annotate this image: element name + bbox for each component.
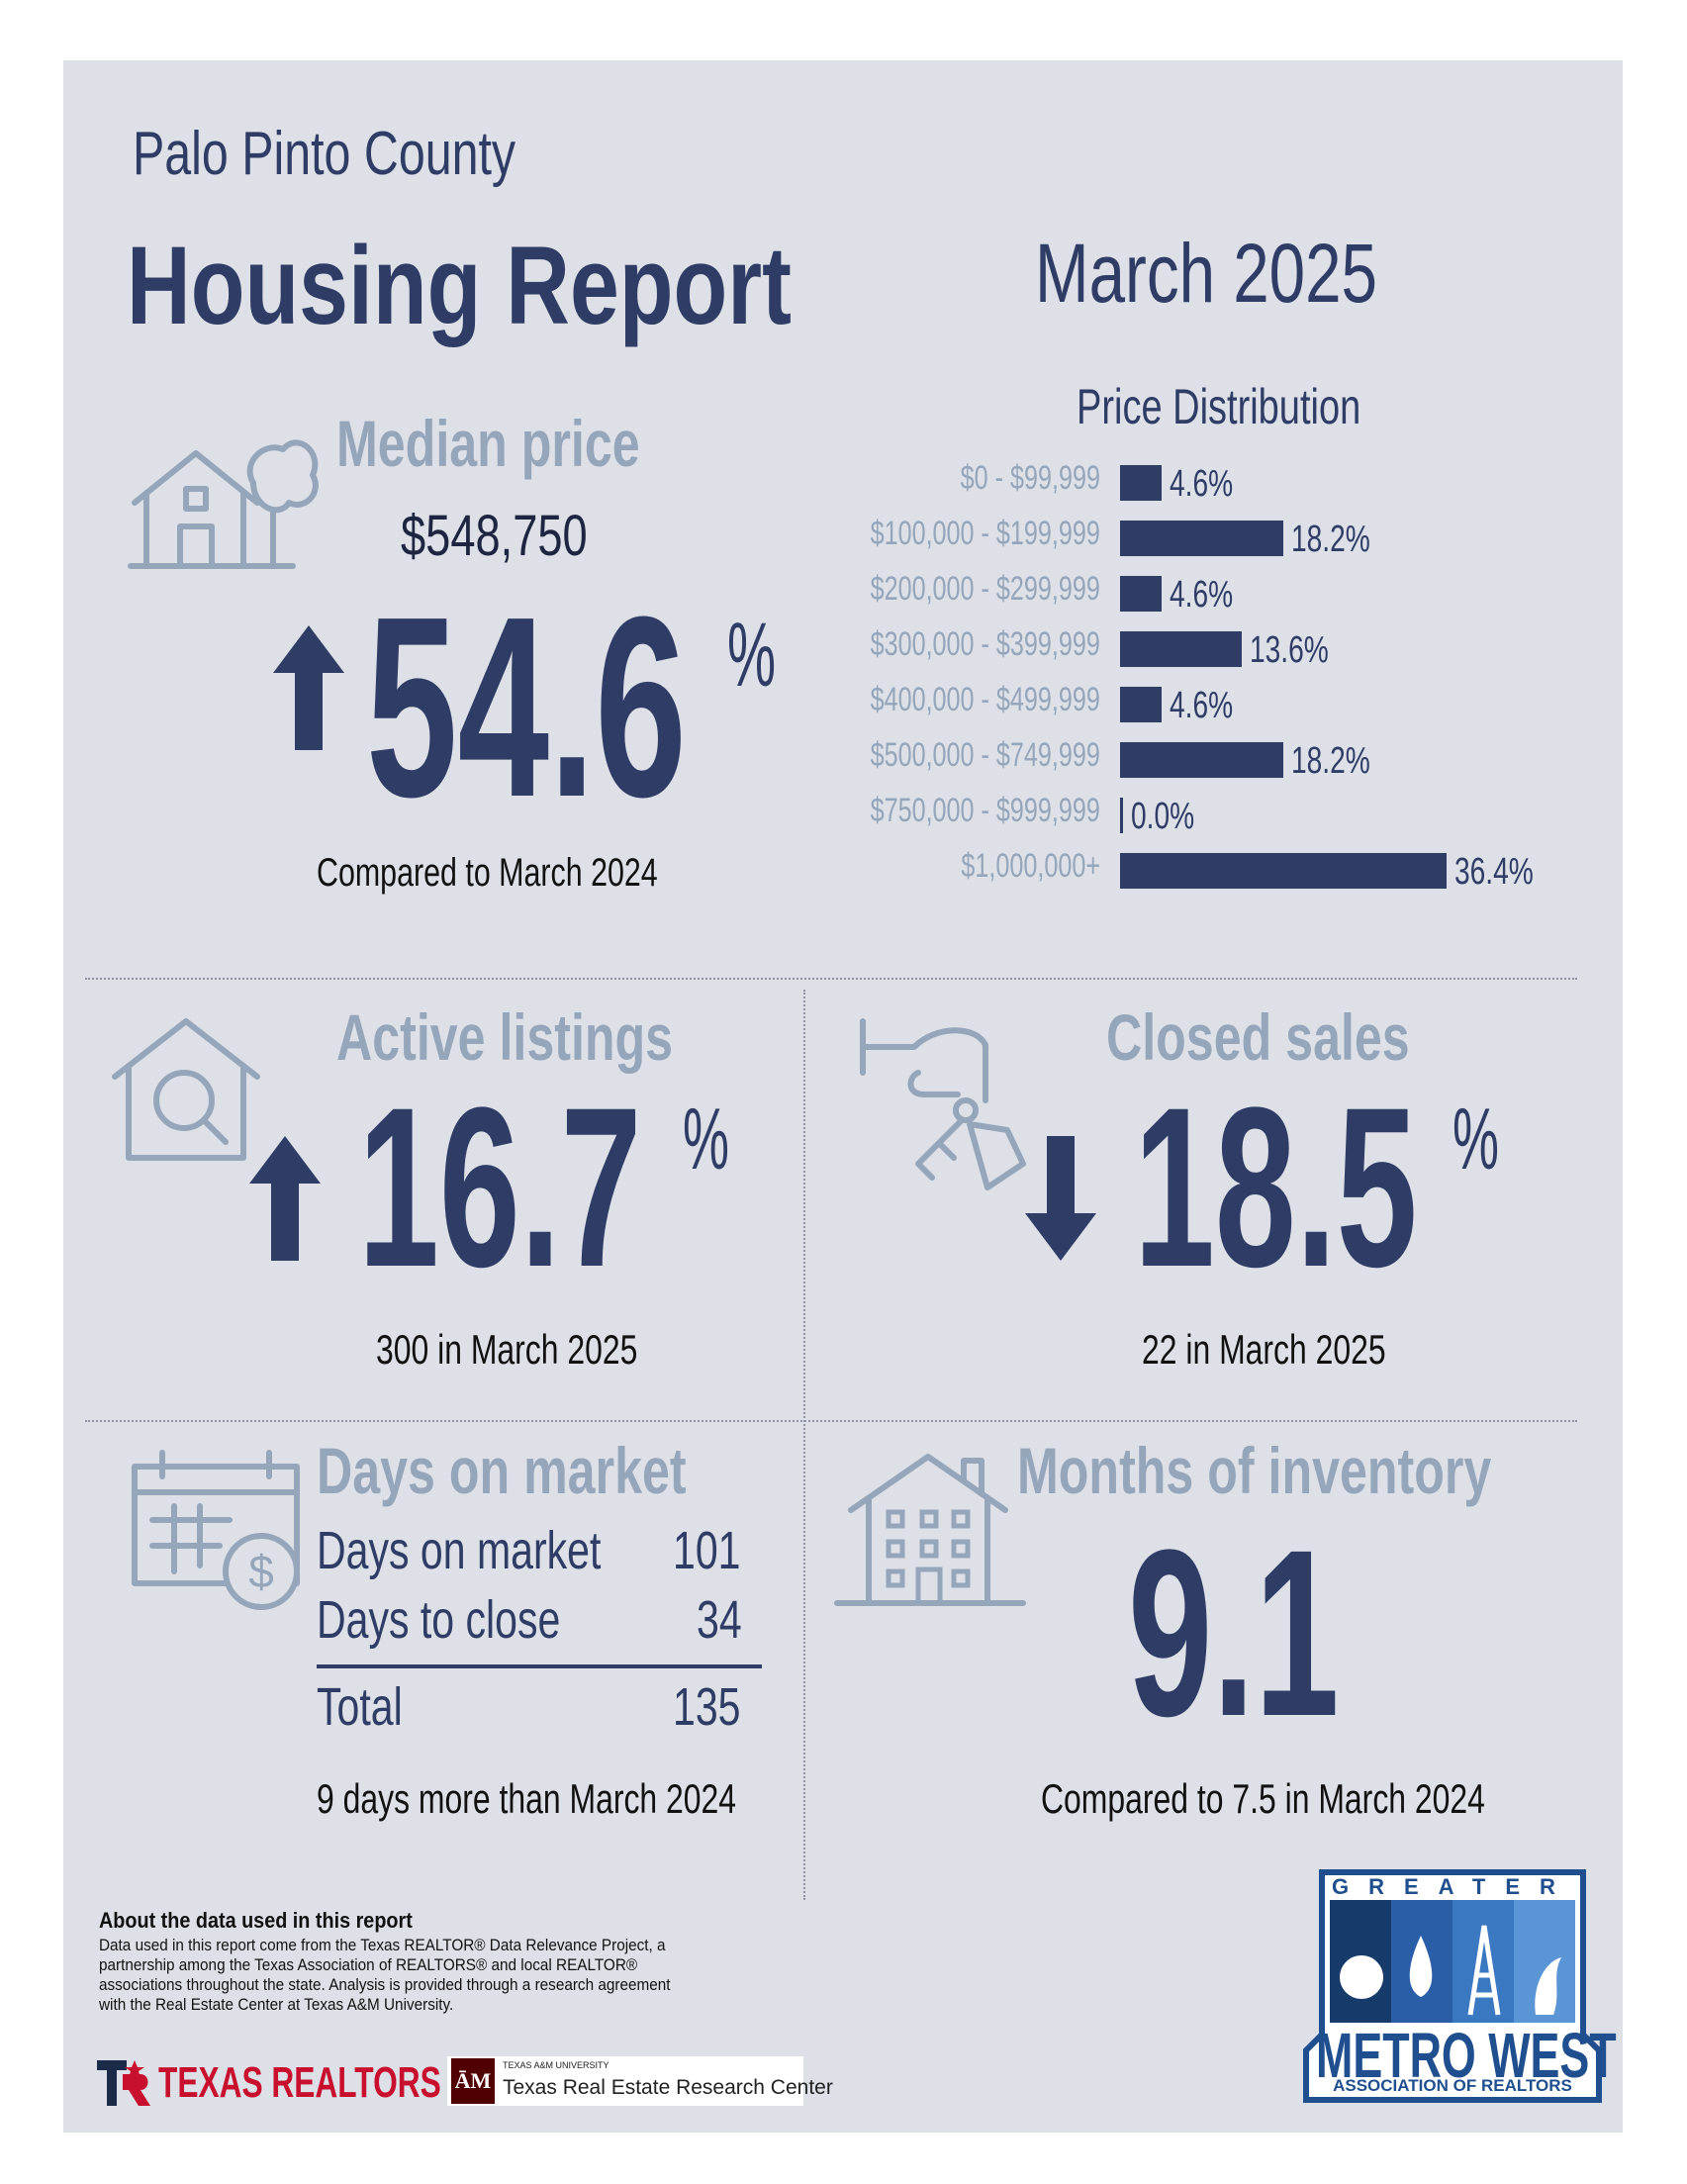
tamu-small-label: TEXAS A&M UNIVERSITY xyxy=(503,2060,609,2070)
distribution-category-label: $200,000 - $299,999 xyxy=(870,570,1100,608)
distribution-value-label: 4.6% xyxy=(1169,574,1233,616)
house-tree-icon xyxy=(128,439,319,569)
closed-sales-change-unit: % xyxy=(1453,1090,1499,1187)
dom-row-label: Days on market xyxy=(317,1521,602,1580)
total-rule xyxy=(317,1664,762,1668)
divider-vertical xyxy=(803,990,805,1900)
distribution-value-label: 18.2% xyxy=(1291,519,1370,560)
closed-sales-detail: 22 in March 2025 xyxy=(1142,1326,1386,1373)
distribution-bar xyxy=(1120,521,1283,556)
active-listings-detail: 300 in March 2025 xyxy=(376,1326,638,1373)
dom-row-value: 34 xyxy=(697,1590,742,1650)
about-text: Data used in this report come from the T… xyxy=(99,1936,671,2015)
distribution-bar xyxy=(1120,465,1162,501)
months-inventory-value: 9.1 xyxy=(1128,1500,1340,1765)
about-title: About the data used in this report xyxy=(99,1908,413,1933)
distribution-category-label: $300,000 - $399,999 xyxy=(870,625,1100,663)
active-listings-heading: Active listings xyxy=(336,1000,674,1074)
distribution-value-label: 4.6% xyxy=(1169,463,1233,505)
dom-total-value: 135 xyxy=(673,1677,741,1737)
median-price-value: $548,750 xyxy=(401,504,588,568)
hand-keys-icon xyxy=(860,1018,1026,1190)
logo-greater: GREATER xyxy=(1332,1874,1575,1899)
median-comparison: Compared to March 2024 xyxy=(317,851,658,895)
distribution-category-label: $0 - $99,999 xyxy=(960,459,1100,497)
distribution-bar xyxy=(1120,631,1243,667)
about-line: with the Real Estate Center at Texas A&M… xyxy=(99,1995,454,2014)
active-listings-change-unit: % xyxy=(683,1090,729,1187)
dom-total-label: Total xyxy=(317,1677,403,1737)
median-change-unit: % xyxy=(727,605,777,706)
distribution-category-label: $100,000 - $199,999 xyxy=(870,515,1100,552)
divider-middle xyxy=(85,1420,1577,1422)
tamu-center-name: Texas Real Estate Research Center xyxy=(503,2076,833,2099)
distribution-category-label: $1,000,000+ xyxy=(961,847,1100,885)
about-line: associations throughout the state. Analy… xyxy=(99,1975,671,1994)
house-search-icon xyxy=(112,1018,260,1161)
distribution-category-label: $500,000 - $749,999 xyxy=(870,736,1100,774)
divider-top xyxy=(85,978,1577,980)
tamu-logo-icon: ĀM xyxy=(451,2058,495,2104)
median-price-heading: Median price xyxy=(336,407,640,480)
closed-sales-heading: Closed sales xyxy=(1106,1000,1410,1074)
distribution-bar xyxy=(1120,742,1283,778)
dom-row-value: 101 xyxy=(673,1521,741,1580)
metro-west-shield-icon xyxy=(1303,1869,1602,2103)
arrow-up-icon xyxy=(273,625,344,750)
price-distribution-title: Price Distribution xyxy=(1077,379,1361,434)
logo-association: ASSOCIATION OF REALTORS xyxy=(1333,2076,1572,2095)
dom-row-label: Days to close xyxy=(317,1590,561,1650)
distribution-value-label: 13.6% xyxy=(1250,629,1330,671)
texas-realtors-wordmark: TEXAS REALTORS xyxy=(158,2058,441,2107)
logo-metro-west: METRO WEST xyxy=(1316,2020,1617,2091)
texas-realtors-logo-icon xyxy=(97,2060,150,2106)
median-change-value: 54.6 xyxy=(366,564,687,851)
report-panel xyxy=(63,60,1623,2133)
distribution-bar xyxy=(1120,853,1447,889)
distribution-bar xyxy=(1120,576,1162,612)
report-period: March 2025 xyxy=(1035,227,1378,320)
distribution-category-label: $400,000 - $499,999 xyxy=(870,681,1100,718)
distribution-value-label: 0.0% xyxy=(1131,796,1195,837)
active-listings-change-value: 16.7 xyxy=(358,1060,642,1314)
distribution-value-label: 4.6% xyxy=(1169,685,1233,726)
days-on-market-heading: Days on market xyxy=(317,1434,687,1507)
distribution-category-label: $750,000 - $999,999 xyxy=(870,792,1100,829)
metro-west-logo: GREATER METRO WEST ASSOCIATION OF REALTO… xyxy=(1302,1866,1617,2106)
calendar-dollar-icon: $ xyxy=(132,1450,300,1610)
arrow-down-icon xyxy=(1025,1136,1096,1261)
tamu-badge xyxy=(447,2056,803,2106)
distribution-bar xyxy=(1120,798,1123,833)
apartment-building-icon xyxy=(834,1454,1026,1606)
about-line: partnership among the Texas Association … xyxy=(99,1955,638,1974)
distribution-value-label: 18.2% xyxy=(1291,740,1370,782)
closed-sales-change-value: 18.5 xyxy=(1134,1060,1418,1314)
svg-text:$: $ xyxy=(248,1546,274,1597)
about-line: Data used in this report come from the T… xyxy=(99,1936,666,1954)
distribution-bar xyxy=(1120,687,1162,722)
report-title: Housing Report xyxy=(127,224,792,347)
county-name: Palo Pinto County xyxy=(133,120,516,188)
distribution-value-label: 36.4% xyxy=(1454,851,1534,893)
arrow-up-icon xyxy=(249,1136,321,1261)
dom-comparison: 9 days more than March 2024 xyxy=(317,1775,737,1822)
months-inventory-heading: Months of inventory xyxy=(1017,1434,1492,1507)
months-inventory-comparison: Compared to 7.5 in March 2024 xyxy=(1041,1775,1485,1822)
